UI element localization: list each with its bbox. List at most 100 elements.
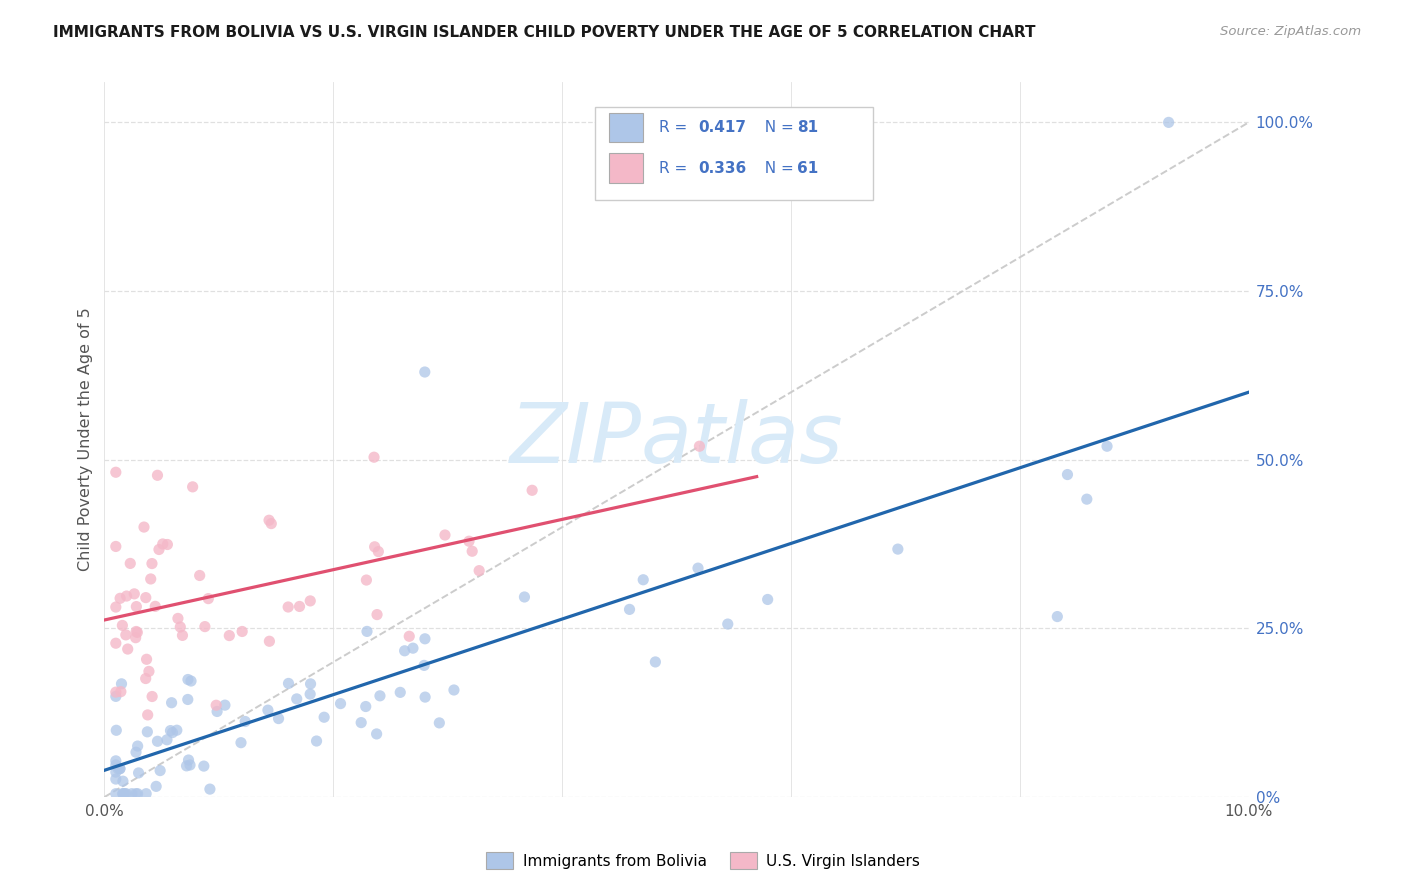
Text: R =: R = (659, 120, 692, 135)
Point (188, 568, 211, 582)
Point (128, 765, 150, 780)
Point (314, 710, 336, 724)
Point (233, 714, 256, 729)
FancyBboxPatch shape (609, 112, 643, 143)
Point (120, 557, 142, 571)
Point (115, 787, 138, 801)
Point (125, 745, 148, 759)
Point (631, 573, 654, 587)
Point (117, 642, 139, 657)
Point (115, 589, 138, 603)
Point (146, 468, 169, 483)
Point (111, 774, 134, 789)
Point (181, 480, 204, 494)
Point (368, 689, 391, 703)
Point (205, 705, 228, 719)
Point (166, 723, 188, 738)
Point (350, 715, 373, 730)
Point (205, 698, 228, 713)
Point (124, 587, 146, 601)
Point (149, 764, 172, 778)
Point (127, 625, 149, 640)
Point (136, 707, 159, 722)
Point (413, 658, 436, 673)
FancyBboxPatch shape (595, 107, 873, 200)
Point (1046, 609, 1069, 624)
Point (229, 736, 252, 750)
Point (214, 698, 236, 713)
Point (277, 676, 299, 690)
Point (177, 673, 200, 687)
Point (132, 520, 155, 534)
Point (267, 712, 290, 726)
Point (218, 629, 240, 643)
Point (145, 780, 167, 794)
Point (121, 787, 143, 801)
Point (136, 724, 159, 739)
Point (458, 534, 481, 549)
Text: 81: 81 (797, 120, 818, 135)
Point (141, 690, 163, 704)
Point (127, 739, 149, 753)
Text: R =: R = (659, 161, 692, 176)
Point (231, 624, 253, 639)
Point (135, 591, 157, 605)
Y-axis label: Child Poverty Under the Age of 5: Child Poverty Under the Age of 5 (79, 308, 93, 572)
Point (177, 692, 200, 706)
Point (156, 537, 179, 551)
Point (644, 655, 666, 669)
Text: 0.417: 0.417 (699, 120, 747, 135)
Text: N =: N = (755, 120, 799, 135)
Point (443, 683, 465, 698)
Point (176, 759, 198, 773)
Point (110, 677, 132, 691)
Point (104, 465, 127, 479)
Point (285, 692, 308, 706)
Point (104, 540, 127, 554)
Point (169, 620, 191, 634)
Point (111, 787, 134, 801)
Point (124, 631, 146, 645)
Point (180, 673, 202, 688)
Point (193, 759, 215, 773)
Point (125, 624, 148, 639)
Point (887, 542, 910, 557)
Point (152, 537, 174, 551)
Point (110, 684, 132, 698)
Point (398, 629, 420, 643)
Point (520, 483, 543, 498)
Text: 0.336: 0.336 (699, 161, 747, 176)
Point (366, 727, 388, 741)
Point (112, 787, 135, 801)
Point (257, 703, 280, 717)
Point (259, 634, 281, 648)
Point (619, 602, 641, 616)
Legend: Immigrants from Bolivia, U.S. Virgin Islanders: Immigrants from Bolivia, U.S. Virgin Isl… (479, 846, 927, 875)
Point (363, 540, 385, 554)
Point (108, 591, 131, 606)
Point (402, 641, 425, 656)
Point (108, 762, 131, 776)
Text: N =: N = (755, 161, 799, 176)
Point (686, 561, 709, 575)
Point (160, 696, 183, 710)
Point (159, 723, 181, 738)
Point (135, 787, 157, 801)
Point (366, 607, 388, 622)
Point (135, 652, 157, 666)
Text: IMMIGRANTS FROM BOLIVIA VS U.S. VIRGIN ISLANDER CHILD POVERTY UNDER THE AGE OF 5: IMMIGRANTS FROM BOLIVIA VS U.S. VIRGIN I… (53, 25, 1036, 40)
Point (143, 599, 166, 614)
Point (367, 544, 389, 558)
Point (148, 542, 170, 557)
Point (717, 617, 740, 632)
Point (305, 734, 328, 748)
Point (756, 592, 779, 607)
Point (413, 632, 436, 646)
Point (135, 672, 157, 686)
Text: 61: 61 (797, 161, 818, 176)
Point (125, 599, 148, 614)
Point (468, 564, 491, 578)
Text: ZIPatlas: ZIPatlas (510, 399, 844, 480)
Point (329, 697, 352, 711)
Point (1157, 115, 1180, 129)
